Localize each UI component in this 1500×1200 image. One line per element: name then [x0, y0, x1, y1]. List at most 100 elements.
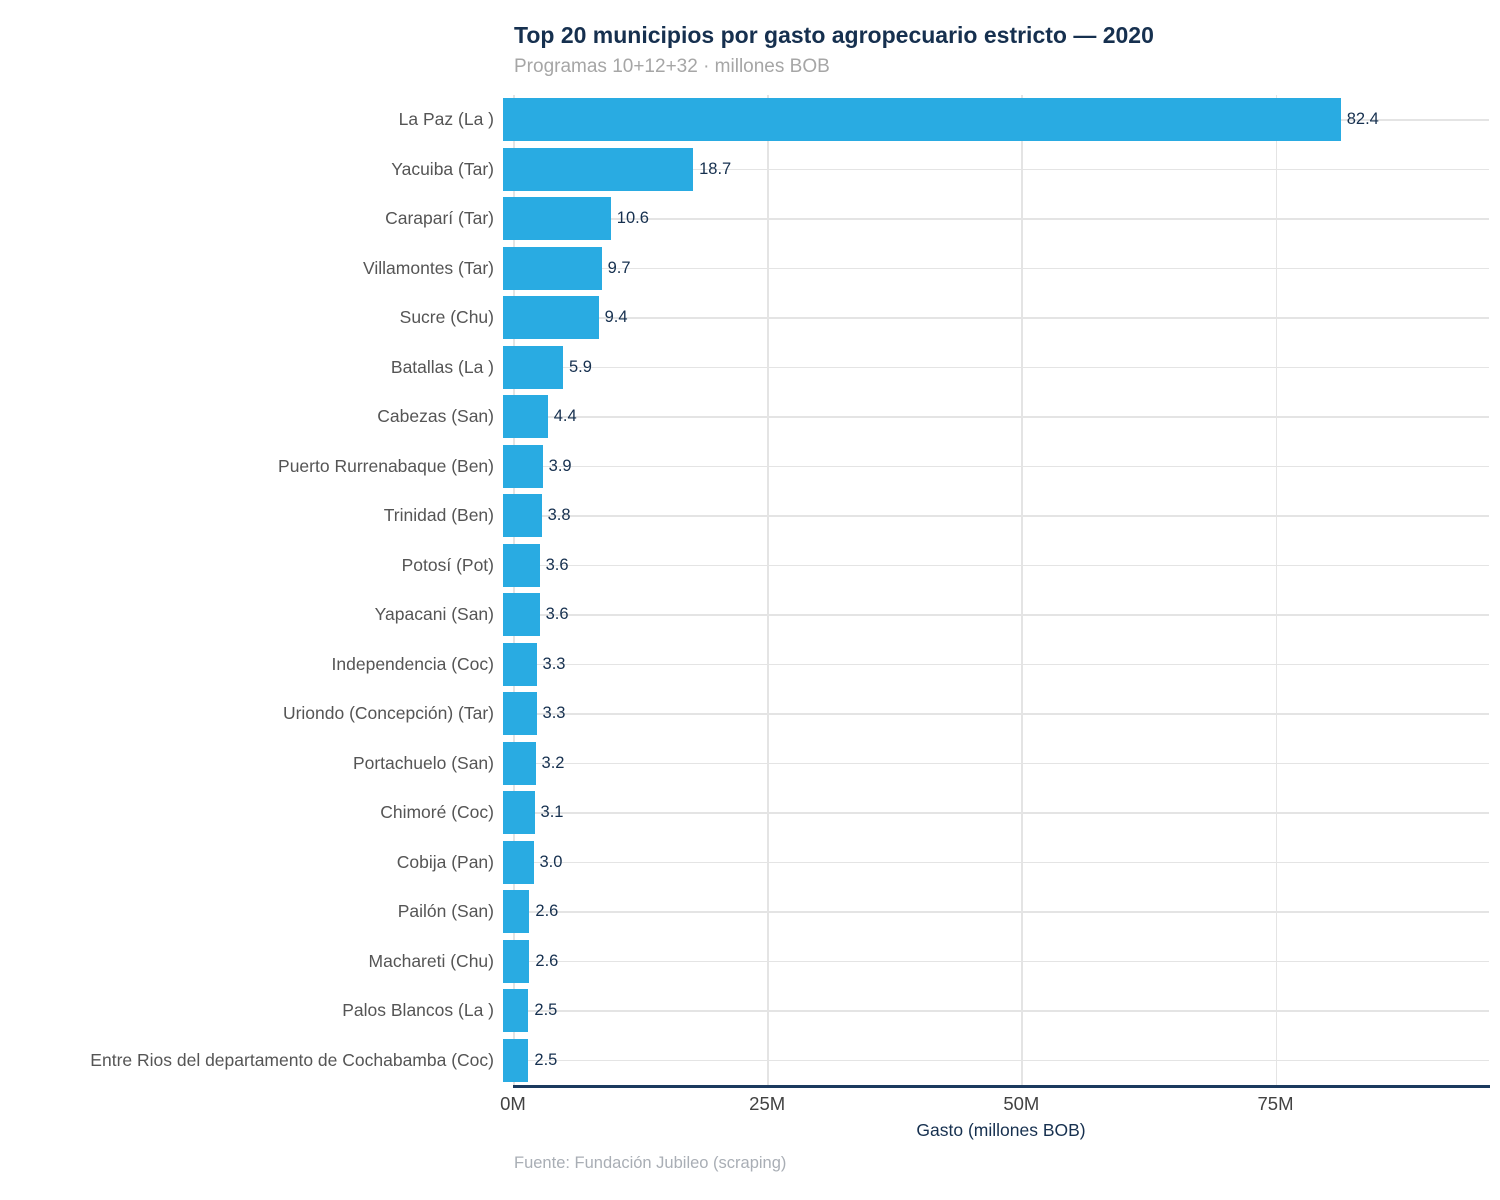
category-label: Cobija (Pan): [396, 851, 494, 872]
bar-track: 9.4: [503, 293, 1489, 343]
horizontal-gridline: [503, 366, 1489, 368]
horizontal-gridline: [503, 317, 1489, 319]
value-label: 5.9: [568, 357, 592, 376]
bar: [503, 395, 548, 439]
bar-row: Palos Blancos (La ) 2.5: [0, 986, 1489, 1036]
bar-track: 82.4: [503, 95, 1489, 145]
bar-row: Chimoré (Coc) 3.1: [0, 788, 1489, 838]
bar-row: Cabezas (San) 4.4: [0, 392, 1489, 442]
value-label: 3.6: [545, 605, 569, 623]
x-axis-tick-label: 0M: [500, 1093, 526, 1114]
x-axis-tick-label: 25M: [749, 1093, 786, 1114]
horizontal-gridline: [503, 168, 1489, 170]
bar-track: 3.0: [503, 838, 1489, 888]
bar: [503, 939, 530, 983]
horizontal-gridline: [503, 663, 1489, 665]
value-label: 3.0: [539, 852, 563, 871]
horizontal-gridline: [503, 515, 1489, 517]
bar: [503, 593, 540, 637]
bar-track: 3.9: [503, 442, 1489, 492]
category-label: Puerto Rurrenabaque (Ben): [278, 455, 494, 476]
bar: [503, 741, 536, 785]
x-axis-title: Gasto (millones BOB): [916, 1120, 1086, 1140]
bar-track: 3.3: [503, 689, 1489, 739]
category-label: Yacuiba (Tar): [391, 158, 494, 179]
value-label: 2.5: [534, 1050, 558, 1069]
bar-track: 3.1: [503, 788, 1489, 838]
vertical-gridline: [767, 95, 769, 1085]
bar-row: Entre Rios del departamento de Cochabamb…: [0, 1036, 1489, 1086]
vertical-gridline: [1021, 95, 1023, 1085]
category-label: Chimoré (Coc): [380, 802, 494, 822]
horizontal-gridline: [503, 218, 1489, 220]
bar-track: 2.6: [503, 887, 1489, 937]
bar-track: 4.4: [503, 392, 1489, 442]
horizontal-gridline: [503, 564, 1489, 566]
bar-track: 2.5: [503, 1036, 1489, 1086]
value-label: 3.8: [547, 506, 571, 524]
bar-track: 3.3: [503, 640, 1489, 690]
value-label: 10.6: [616, 209, 649, 227]
bar: [503, 197, 611, 241]
vertical-gridline: [513, 95, 515, 1085]
chart-subtitle: Programas 10+12+32 · millones BOB: [514, 56, 830, 77]
bar: [503, 1038, 529, 1082]
value-label: 3.3: [542, 704, 566, 722]
bar: [503, 444, 543, 488]
value-label: 82.4: [1346, 110, 1379, 128]
x-axis-tick-label: 75M: [1257, 1093, 1294, 1114]
horizontal-gridline: [503, 812, 1489, 814]
value-label: 2.6: [535, 902, 559, 920]
bar: [503, 890, 530, 934]
horizontal-gridline: [503, 960, 1489, 962]
value-label: 3.3: [542, 654, 566, 673]
category-label: Yapacani (San): [374, 604, 494, 624]
category-label: La Paz (La ): [398, 109, 494, 129]
horizontal-gridline: [503, 614, 1489, 616]
value-label: 2.6: [535, 951, 559, 970]
bar-track: 3.6: [503, 590, 1489, 640]
bar: [503, 246, 602, 290]
bar-row: Independencia (Coc) 3.3: [0, 640, 1489, 690]
bar-row: Cobija (Pan) 3.0: [0, 838, 1489, 888]
plot-area: La Paz (La ) 82.4 Yacuiba (Tar) 18.7 Carapar…: [90, 95, 1489, 1085]
value-label: 2.5: [534, 1001, 558, 1019]
bar-track: 3.6: [503, 541, 1489, 591]
horizontal-gridline: [503, 465, 1489, 467]
category-label: Trinidad (Ben): [383, 505, 494, 525]
value-label: 3.2: [541, 753, 565, 772]
bar: [503, 642, 537, 686]
chart-title: Top 20 municipios por gasto agropecuario…: [514, 22, 1154, 48]
category-label: Caraparí (Tar): [385, 208, 494, 228]
horizontal-gridline: [503, 762, 1489, 764]
value-label: 3.9: [548, 456, 572, 475]
bar-row: Sucre (Chu) 9.4: [0, 293, 1489, 343]
category-label: Cabezas (San): [377, 406, 494, 426]
bar: [503, 989, 529, 1033]
value-label: 18.7: [699, 159, 732, 178]
category-label: Entre Rios del departamento de Cochabamb…: [90, 1049, 494, 1070]
bar-row: La Paz (La ) 82.4: [0, 95, 1489, 145]
bar-track: 18.7: [503, 145, 1489, 195]
horizontal-gridline: [503, 416, 1489, 418]
bar: [503, 296, 599, 340]
value-label: 4.4: [553, 407, 577, 425]
bar-track: 5.9: [503, 343, 1489, 393]
category-label: Villamontes (Tar): [363, 257, 494, 278]
horizontal-gridline: [503, 1059, 1489, 1061]
bar: [503, 543, 540, 587]
x-axis-tick-label: 50M: [1003, 1093, 1040, 1114]
horizontal-gridline: [503, 267, 1489, 269]
horizontal-gridline: [503, 861, 1489, 863]
value-label: 3.1: [540, 803, 564, 821]
bar: [503, 840, 534, 884]
vertical-gridline: [1275, 95, 1277, 1085]
bar: [503, 692, 537, 736]
category-label: Batallas (La ): [390, 356, 494, 377]
bar: [503, 98, 1341, 142]
category-label: Sucre (Chu): [399, 307, 494, 327]
category-label: Pailón (San): [397, 901, 494, 921]
horizontal-gridline: [503, 1010, 1489, 1012]
category-label: Independencia (Coc): [331, 653, 494, 674]
